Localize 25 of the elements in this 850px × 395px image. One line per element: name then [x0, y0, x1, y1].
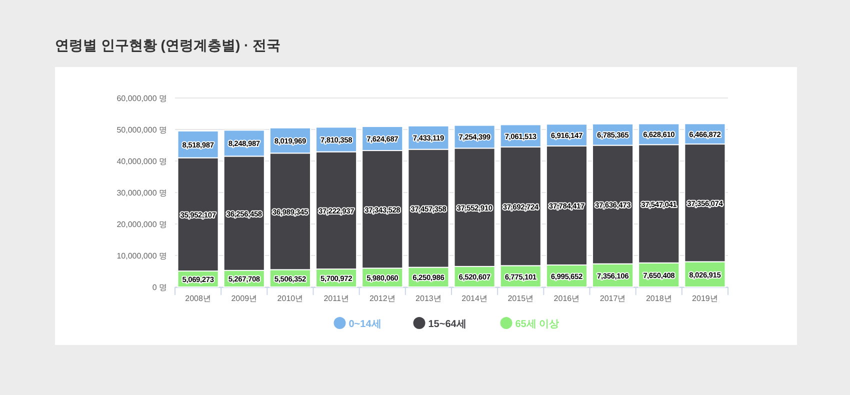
y-tick-label: 50,000,000 명 [116, 126, 167, 134]
x-tick-label: 2012년 [369, 294, 396, 303]
legend-label: 65세 이상 [515, 319, 560, 330]
x-tick-label: 2017년 [600, 294, 626, 303]
y-tick-label: 0 명 [152, 283, 167, 292]
x-tick-label: 2018년 [646, 294, 672, 303]
y-tick-label: 60,000,000 명 [116, 94, 167, 103]
x-tick-label: 2010년 [277, 294, 304, 303]
y-tick-label: 20,000,000 명 [116, 220, 167, 229]
x-tick-label: 2008년 [185, 294, 211, 303]
x-tick-label: 2013년 [416, 294, 442, 303]
legend-item: 0~14세 [334, 317, 382, 330]
y-tick-label: 40,000,000 명 [116, 157, 167, 166]
y-tick-label: 10,000,000 명 [116, 252, 167, 260]
chart-title: 연령별 인구현황 (연령계층별) · 전국 [55, 37, 281, 53]
x-tick-label: 2016년 [554, 294, 580, 303]
x-tick-label: 2011년 [324, 294, 349, 303]
x-tick-label: 2015년 [508, 294, 534, 303]
x-tick-label: 2019년 [692, 294, 718, 303]
legend-item: 15~64세 [413, 317, 466, 330]
x-tick-label: 2009년 [231, 294, 258, 303]
x-tick-label: 2014년 [462, 294, 488, 303]
y-tick-label: 30,000,000 명 [116, 188, 167, 198]
legend-label: 0~14세 [348, 319, 382, 330]
legend-item: 65세 이상 [500, 317, 560, 330]
